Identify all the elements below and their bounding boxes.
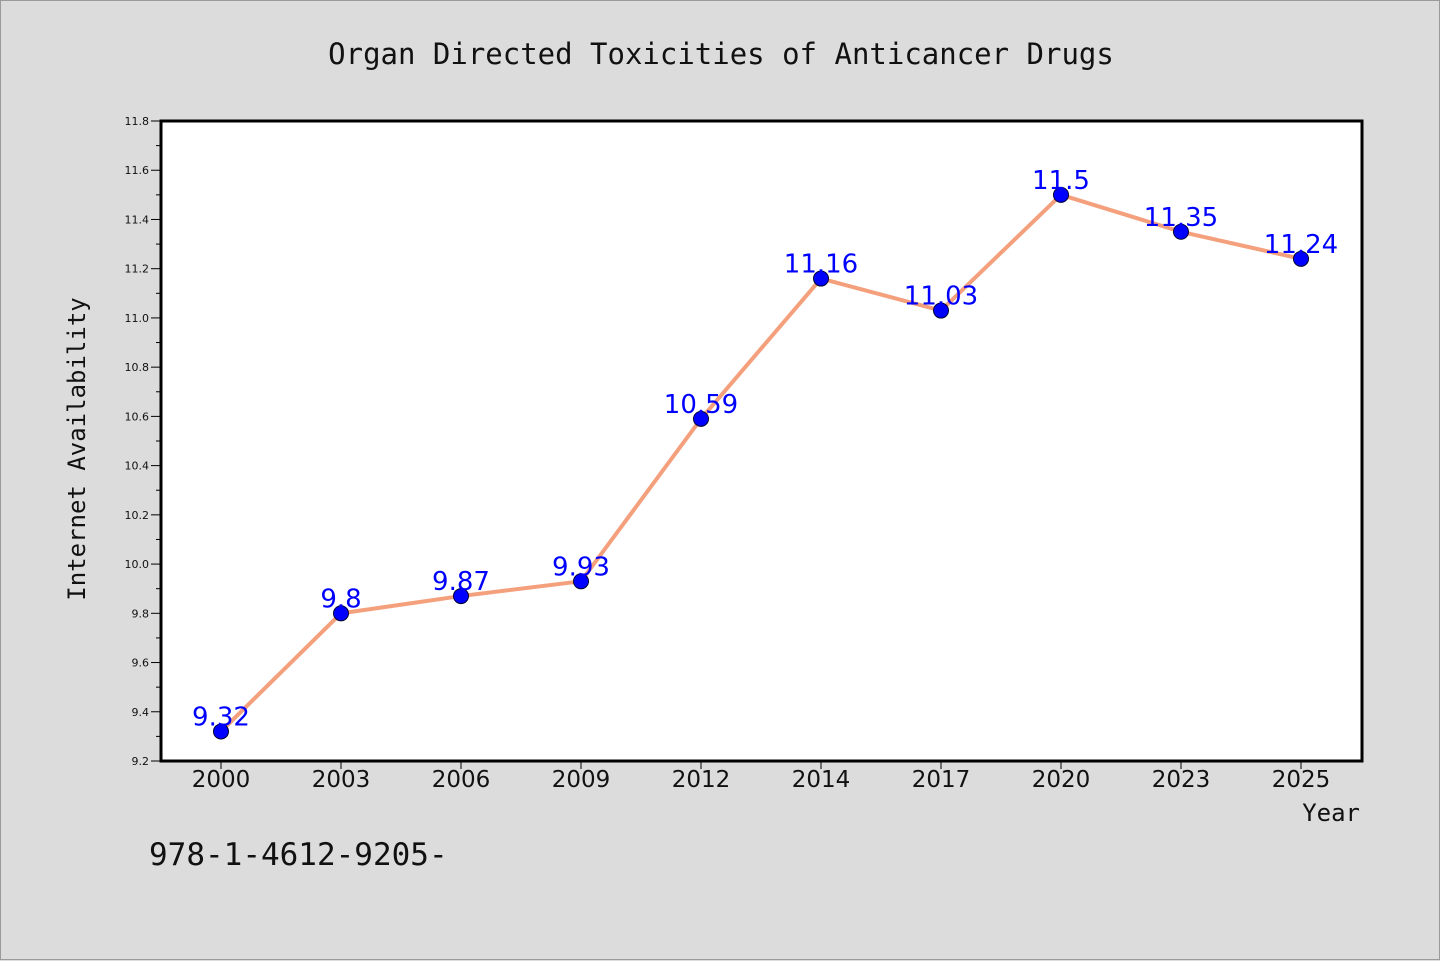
data-point-marker bbox=[213, 723, 229, 740]
y-tick-label: 10.4 bbox=[125, 460, 150, 473]
data-point-marker bbox=[813, 270, 829, 287]
data-point-marker bbox=[1053, 186, 1069, 203]
x-tick-label: 2014 bbox=[792, 767, 851, 793]
data-point-marker bbox=[1293, 250, 1309, 267]
data-label: 9.87 bbox=[432, 567, 490, 597]
data-point-marker bbox=[933, 302, 949, 319]
data-point-marker bbox=[453, 588, 469, 605]
x-tick-label: 2006 bbox=[432, 767, 491, 793]
y-tick-label: 10.6 bbox=[125, 410, 150, 423]
x-tick-label: 2017 bbox=[912, 767, 971, 793]
data-label: 11.24 bbox=[1264, 230, 1338, 260]
footnote-text: 978-1-4612-9205- bbox=[149, 837, 448, 873]
data-label: 9.32 bbox=[192, 702, 250, 732]
x-tick-label: 2020 bbox=[1032, 767, 1091, 793]
data-label: 11.35 bbox=[1144, 203, 1218, 233]
y-tick-label: 10.2 bbox=[125, 509, 150, 522]
series-line bbox=[219, 192, 1303, 734]
y-tick-label: 9.6 bbox=[132, 657, 150, 670]
y-tick-label: 10.0 bbox=[125, 558, 150, 571]
y-tick-label: 10.8 bbox=[125, 361, 150, 374]
data-label: 11.16 bbox=[784, 250, 858, 280]
x-tick-label: 2009 bbox=[552, 767, 611, 793]
data-label: 11.5 bbox=[1032, 166, 1090, 196]
x-axis-label: Year bbox=[1302, 799, 1360, 827]
y-tick-label: 9.8 bbox=[132, 607, 150, 620]
data-label: 9.93 bbox=[552, 552, 610, 582]
data-point-marker bbox=[573, 573, 589, 590]
data-label: 10.59 bbox=[664, 390, 738, 420]
data-labels: 9.32 9.8 9.87 9.93 10.59 11.16 11.03 11.5 11.35 1… bbox=[192, 166, 1338, 733]
data-label: 11.03 bbox=[904, 282, 978, 312]
data-point-marker bbox=[1173, 223, 1189, 240]
x-tick-label: 2012 bbox=[672, 767, 731, 793]
data-point-marker bbox=[693, 410, 709, 427]
x-axis: 2000 2003 2006 2009 2012 2014 2017 2020 2023 2025 bbox=[192, 761, 1331, 793]
x-tick-label: 2000 bbox=[192, 767, 251, 793]
y-tick-label: 9.4 bbox=[132, 706, 150, 719]
y-axis-label: Internet Availability bbox=[63, 297, 91, 600]
x-tick-label: 2003 bbox=[312, 767, 371, 793]
series-markers bbox=[213, 186, 1309, 740]
y-tick-label: 11.0 bbox=[125, 312, 150, 325]
data-label: 9.8 bbox=[320, 584, 361, 614]
x-tick-label: 2025 bbox=[1272, 767, 1331, 793]
series-polyline bbox=[219, 192, 1303, 734]
y-tick-label: 11.8 bbox=[125, 115, 150, 128]
chart-title: Organ Directed Toxicities of Anticancer … bbox=[328, 37, 1114, 71]
y-tick-label: 11.6 bbox=[125, 164, 150, 177]
y-tick-label: 11.2 bbox=[125, 263, 150, 276]
data-point-marker bbox=[333, 605, 349, 622]
y-tick-label: 9.2 bbox=[132, 755, 150, 768]
x-tick-label: 2023 bbox=[1152, 767, 1211, 793]
y-tick-label: 11.4 bbox=[125, 213, 150, 226]
y-axis: 9.2 9.4 9.6 9.8 10.0 10.2 10.4 10.6 10.8 11.0 11.2… bbox=[125, 115, 161, 768]
